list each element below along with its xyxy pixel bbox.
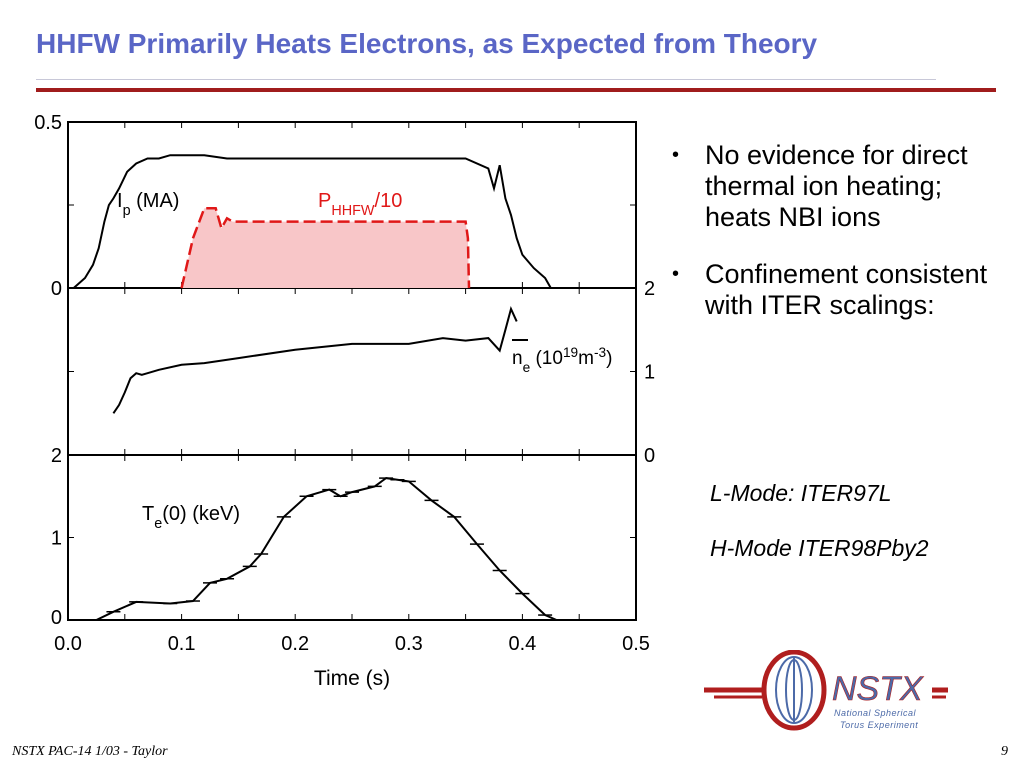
footer-presenter: NSTX PAC-14 1/03 - Taylor xyxy=(12,744,168,759)
x-tick-label: 0.2 xyxy=(281,633,309,655)
bullet-text-ion-heating: No evidence for direct thermal ion heati… xyxy=(705,140,968,232)
title-red-rule xyxy=(36,88,996,92)
x-tick-label: 0.0 xyxy=(54,633,82,655)
bullet-text-confinement: Confinement consistent with ITER scaling… xyxy=(705,259,988,320)
phhfw-line xyxy=(180,207,471,289)
logo-line1: National Spherical xyxy=(834,708,917,718)
te-line xyxy=(79,477,557,621)
bullet-dot: • xyxy=(672,144,680,166)
title-underline xyxy=(36,79,936,80)
y-tick-label: 0 xyxy=(644,445,655,467)
x-tick-label: 0.4 xyxy=(508,633,536,655)
y-tick-label: 0 xyxy=(51,607,62,629)
y-tick-label: 0.5 xyxy=(34,112,62,134)
x-axis-label: Time (s) xyxy=(314,667,390,690)
logo-torus-icon xyxy=(775,656,813,724)
phhfw-fill-area xyxy=(181,208,469,288)
bullet-item: • No evidence for direct thermal ion hea… xyxy=(672,140,1012,233)
x-tick-label: 0.3 xyxy=(395,633,423,655)
chart-marks xyxy=(73,154,557,621)
y-tick-label: 2 xyxy=(644,278,655,300)
x-tick-label: 0.5 xyxy=(622,633,650,655)
bullet-item: • Confinement consistent with ITER scali… xyxy=(672,259,1012,321)
ip-series-label: Ip (MA) xyxy=(117,190,179,219)
y-tick-label: 1 xyxy=(644,362,655,384)
logo-wordmark: NSTX xyxy=(832,670,924,708)
logo-line2: Torus Experiment xyxy=(840,720,918,730)
plasma-time-trace-chart: 0.5 0 2 1 0 2 1 0 0.0 0.1 0.2 0.3 0.4 0.5 Time (s) Ip (… xyxy=(34,112,655,690)
y-tick-label: 1 xyxy=(51,528,62,550)
ne-line xyxy=(112,305,518,414)
te-series-label: Te(0) (keV) xyxy=(142,503,240,532)
panel-frame xyxy=(67,454,637,621)
nstx-logo: NSTX National Spherical Torus Experiment xyxy=(704,650,948,731)
slide-title: HHFW Primarily Heats Electrons, as Expec… xyxy=(36,28,818,59)
chart-labels: 0.5 0 2 1 0 2 1 0 0.0 0.1 0.2 0.3 0.4 0.5 Time (s) Ip (… xyxy=(34,112,655,690)
bullet-list: • No evidence for direct thermal ion hea… xyxy=(672,140,1012,347)
sub-item-l-mode: L-Mode: ITER97L xyxy=(710,480,892,506)
x-tick-label: 0.1 xyxy=(168,633,196,655)
y-tick-label: 0 xyxy=(51,278,62,300)
bullet-dot: • xyxy=(672,263,680,285)
sub-item-h-mode: H-Mode ITER98Pby2 xyxy=(710,535,929,561)
logo-torus-icon xyxy=(761,650,827,731)
ip-line xyxy=(73,154,552,289)
page-number: 9 xyxy=(1001,744,1008,759)
ne-series-label: ne (1019m-3) xyxy=(512,345,612,375)
phhfw-series-label: PHHFW/10 xyxy=(318,190,402,219)
y-tick-label: 2 xyxy=(51,445,62,467)
